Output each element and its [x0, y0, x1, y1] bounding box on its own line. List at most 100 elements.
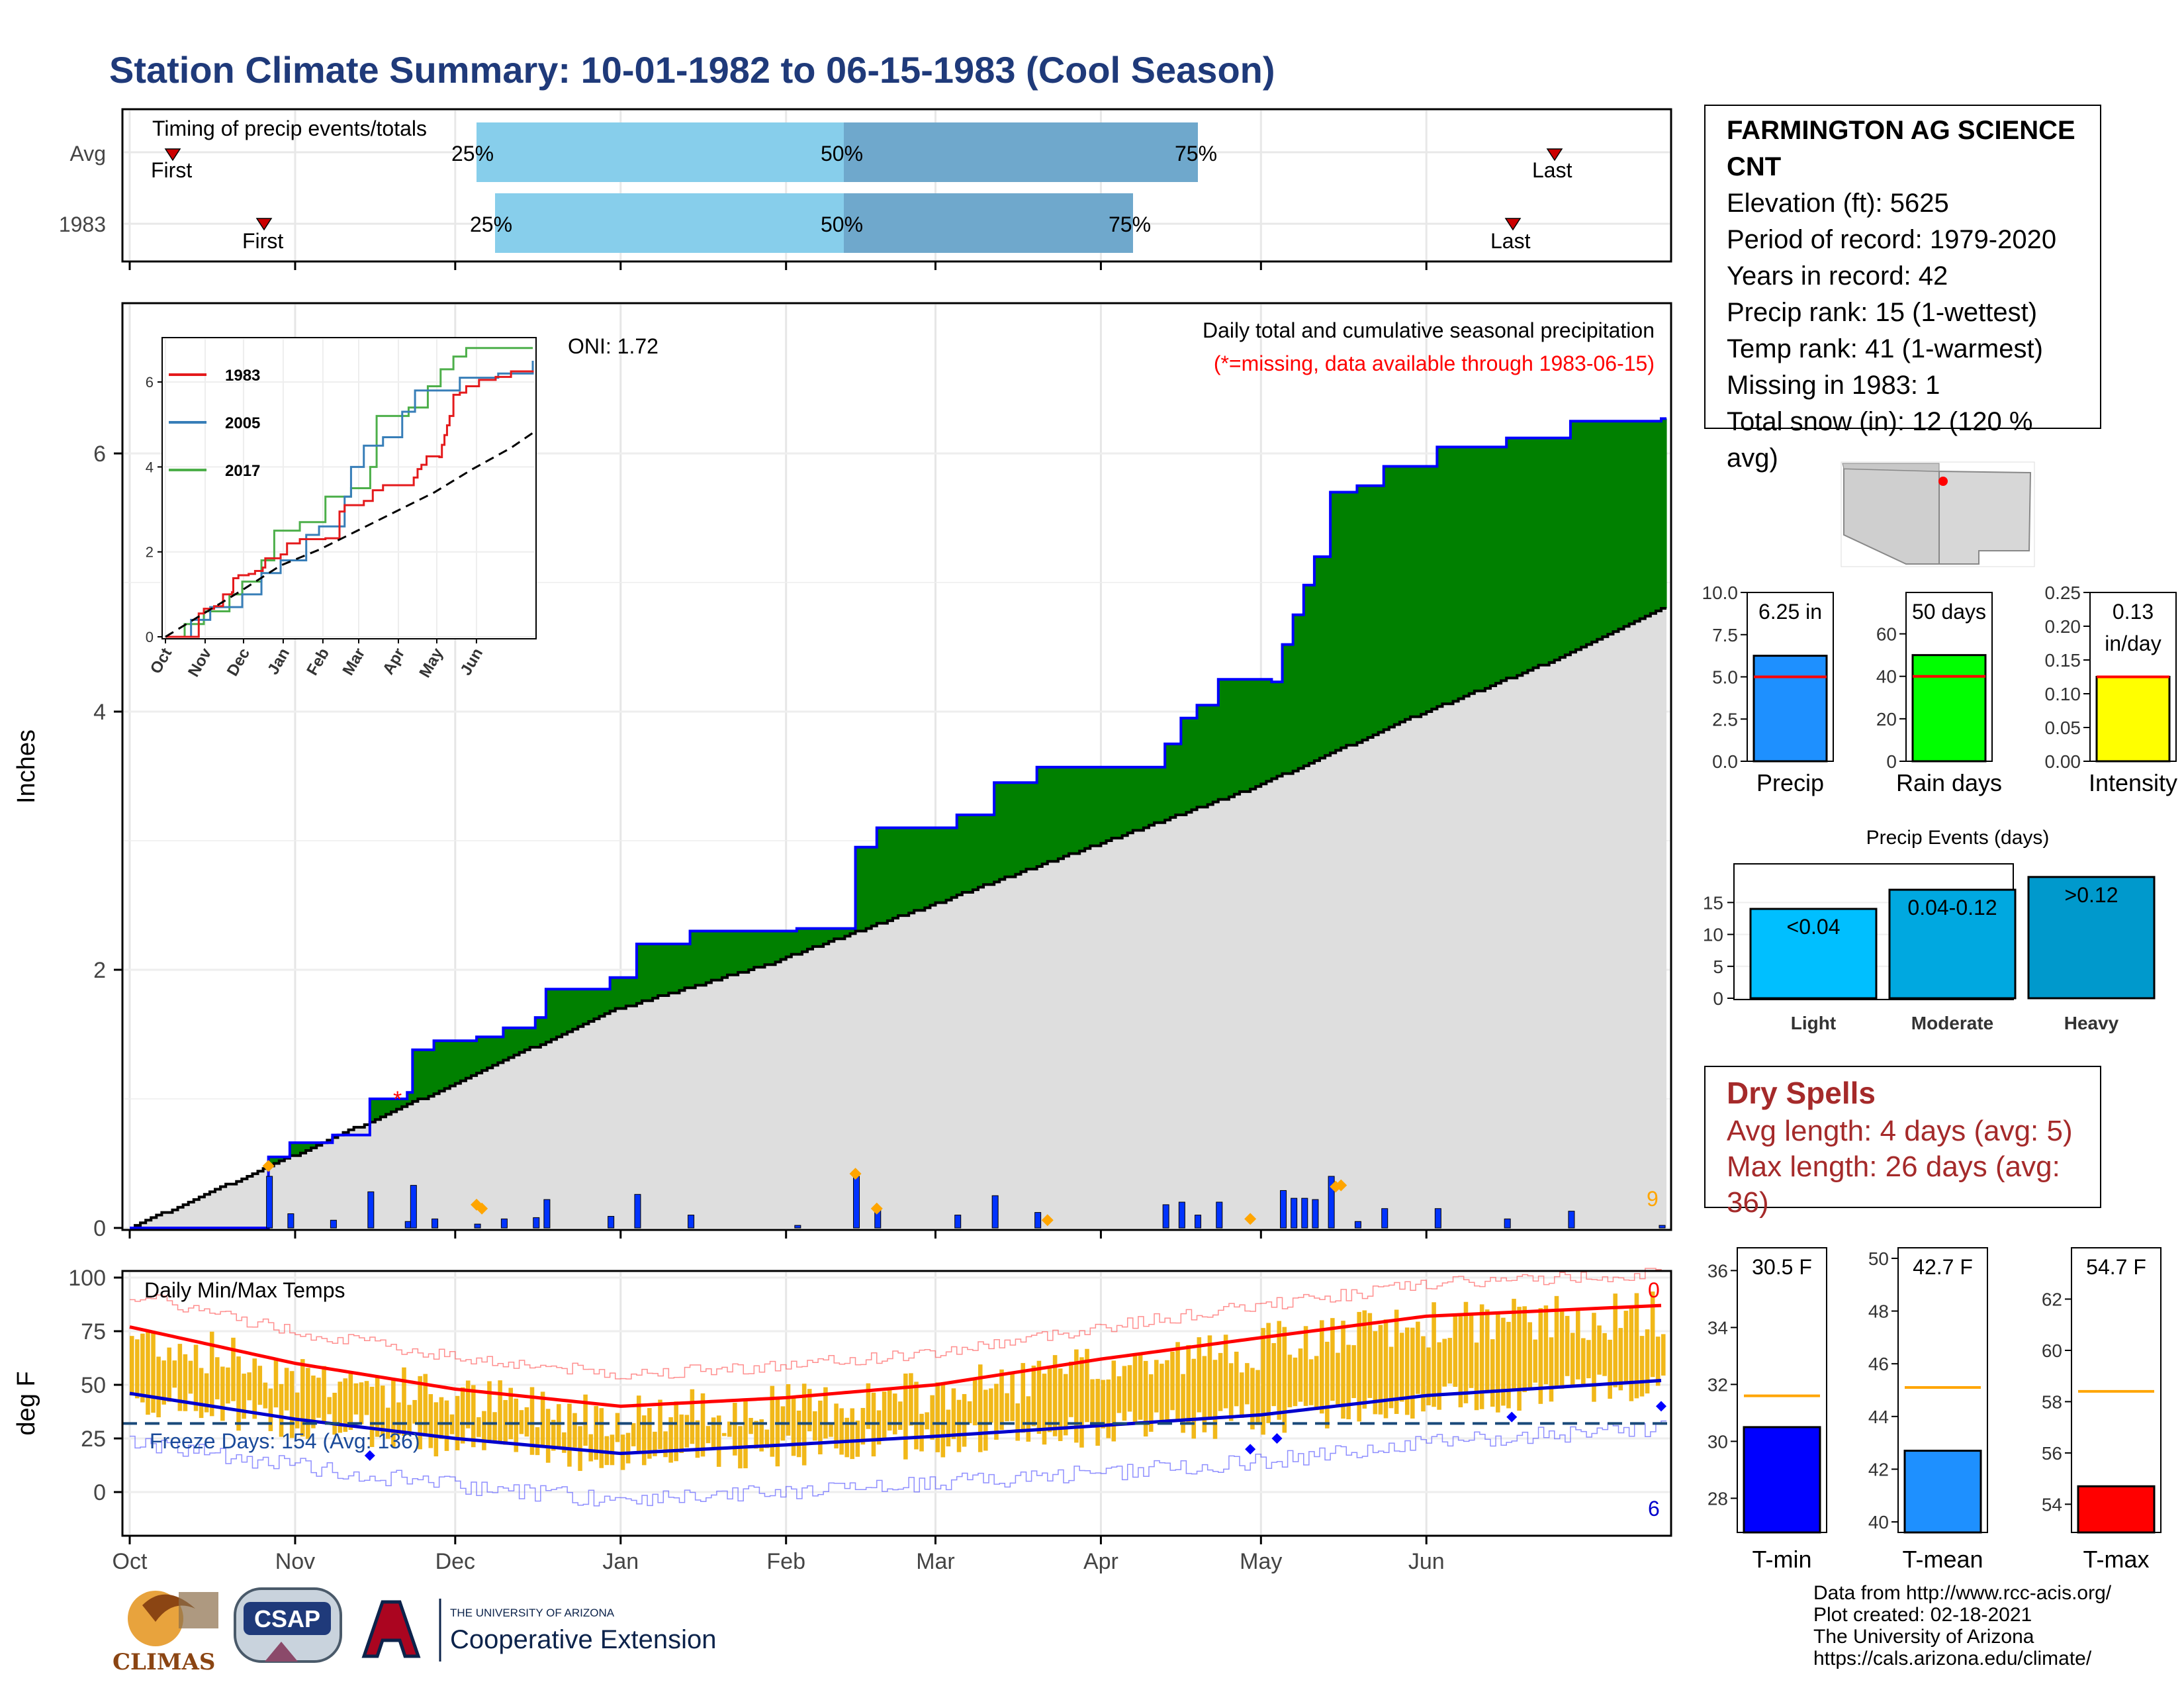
daily-temp-bar [1228, 1363, 1234, 1421]
credit-line-4: https://cals.arizona.edu/climate/ [1813, 1648, 2092, 1669]
daily-temp-bar [721, 1432, 727, 1436]
daily-temp-bar [1388, 1346, 1394, 1409]
daily-temp-bar [359, 1382, 364, 1425]
daily-temp-bar [407, 1405, 412, 1432]
daily-temp-bar [876, 1410, 882, 1445]
daily-temp-bar [866, 1383, 871, 1429]
temp-corner-bottom: 6 [1648, 1497, 1660, 1521]
daily-temp-bar [551, 1419, 556, 1451]
daily-temp-bar [1351, 1345, 1356, 1399]
mini-ytick-label: 0.05 [2045, 718, 2081, 738]
daily-temp-bar [999, 1369, 1004, 1430]
temp-record-marker [1271, 1433, 1283, 1444]
tmax-bar-chart: 54 56 58 60 62 54.7 F T-max [2042, 1247, 2161, 1573]
daily-precip-bar [1504, 1218, 1511, 1229]
daily-temp-bar [956, 1399, 962, 1452]
daily-temp-bar [498, 1380, 502, 1443]
mini-value-label: 42.7 F [1913, 1255, 1973, 1279]
credit-block: Data from http://www.rcc-acis.org/ Plot … [1813, 1582, 2111, 1669]
daily-temp-bar [242, 1374, 246, 1419]
daily-temp-bar [1416, 1321, 1420, 1394]
daily-temp-bar [914, 1382, 919, 1450]
daily-temp-bar [1308, 1359, 1314, 1405]
events-category-label: Light [1791, 1013, 1836, 1033]
temp-title: Daily Min/Max Temps [144, 1278, 345, 1302]
daily-temp-bar [1148, 1374, 1154, 1432]
daily-temp-bar [1122, 1366, 1127, 1421]
mini-value-bar [2077, 1485, 2156, 1534]
daily-temp-bar [1341, 1321, 1345, 1419]
daily-temp-bar [1373, 1331, 1378, 1415]
daily-temp-bar [594, 1405, 599, 1460]
daily-temp-bar [1287, 1354, 1293, 1407]
snow-marker [476, 1202, 488, 1215]
daily-temp-bar [946, 1409, 951, 1447]
daily-temp-bar [994, 1383, 999, 1440]
daily-precip-bar [1659, 1225, 1666, 1229]
precip-surplus-area [268, 418, 1667, 1166]
daily-temp-bar [1383, 1319, 1388, 1419]
mini-ytick-label: 10.0 [1702, 583, 1739, 603]
daily-precip-bar [1568, 1211, 1575, 1229]
daily-temp-bar [1271, 1342, 1276, 1407]
daily-temp-bar [1650, 1291, 1655, 1378]
location-map [1841, 461, 2035, 567]
events-bar-label: >0.12 [2065, 883, 2118, 907]
daily-temp-bar [529, 1387, 535, 1455]
daily-temp-bar [1575, 1308, 1580, 1380]
mini-ytick-label: 2.5 [1712, 709, 1738, 729]
daily-temp-bar [829, 1424, 833, 1437]
snow-marker [262, 1160, 275, 1172]
temp-record-marker [364, 1450, 375, 1461]
timing-panel: Timing of precip events/totals Avg 1983 … [59, 108, 1672, 270]
daily-temp-bar [1501, 1317, 1506, 1406]
daily-precip-bar [330, 1219, 337, 1229]
daily-precip-bar [1434, 1208, 1441, 1229]
daily-temp-bar [423, 1374, 428, 1437]
mini-ytick-label: 48 [1868, 1301, 1889, 1322]
daily-temp-bar [279, 1383, 284, 1437]
events-ytick-label: 0 [1713, 988, 1723, 1009]
intensity-bar-chart: 0.00 0.05 0.10 0.15 0.20 0.25 0.13 in/day Intens… [2045, 583, 2178, 796]
month-label: Dec [435, 1549, 475, 1574]
daily-temp-bar [647, 1408, 652, 1459]
mini-ytick-label: 0.10 [2045, 684, 2081, 704]
daily-temp-bar [545, 1409, 551, 1463]
daily-temp-bar [951, 1388, 956, 1439]
daily-temp-bar [844, 1417, 849, 1458]
daily-temp-bar [1063, 1374, 1068, 1436]
daily-temp-bar [1143, 1360, 1148, 1437]
precip-total-bar-chart: 0.0 2.5 5.0 7.5 10.0 6.25 in Precip [1702, 583, 1834, 796]
daily-temp-bar [1191, 1358, 1197, 1439]
month-label: Mar [916, 1549, 955, 1574]
daily-temp-bar [161, 1360, 166, 1405]
daily-temp-bar [151, 1332, 156, 1413]
daily-temp-bar [311, 1376, 316, 1429]
daily-temp-bar [1629, 1305, 1634, 1401]
daily-temp-bar [220, 1366, 225, 1421]
dry-spells-title: Dry Spells [1727, 1076, 1876, 1110]
daily-temp-bar [679, 1414, 684, 1453]
daily-temp-bar [247, 1372, 251, 1401]
temp-record-marker [1245, 1444, 1256, 1455]
daily-temp-bar [289, 1371, 295, 1438]
daily-temp-bar [823, 1387, 828, 1439]
daily-temp-bar [1266, 1323, 1271, 1423]
daily-temp-bar [1554, 1295, 1559, 1387]
daily-precip-bar [794, 1225, 801, 1229]
daily-temp-bar [1160, 1364, 1164, 1425]
main-ytick-label: 0 [93, 1216, 106, 1241]
daily-temp-bar [418, 1376, 422, 1450]
daily-temp-bar [316, 1378, 321, 1418]
mini-ytick-label: 5.0 [1712, 667, 1738, 688]
daily-precip-bar [410, 1185, 417, 1229]
station-info-box: FARMINGTON AG SCIENCE CNT Elevation (ft)… [1704, 105, 2101, 473]
mini-ytick-label: 62 [2042, 1289, 2062, 1309]
daily-temp-bar [1469, 1313, 1474, 1388]
daily-temp-bar [700, 1393, 705, 1457]
events-title: Precip Events (days) [1866, 827, 2050, 849]
daily-temp-bar [1074, 1349, 1079, 1443]
daily-temp-bar [332, 1392, 337, 1435]
daily-temp-bar [1106, 1379, 1111, 1438]
daily-precip-bar [533, 1217, 540, 1229]
